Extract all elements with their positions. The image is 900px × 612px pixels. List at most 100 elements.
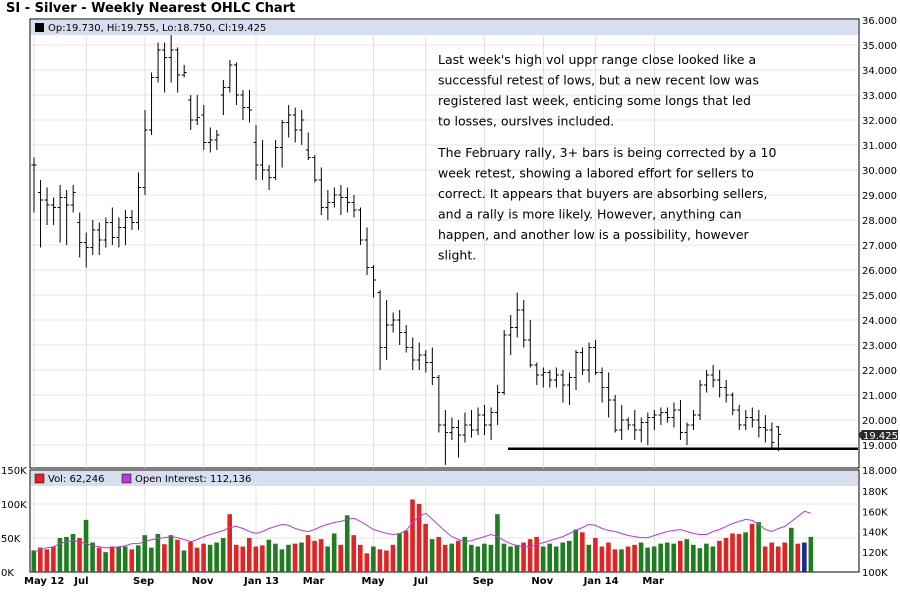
ohlc-bar bbox=[286, 105, 292, 138]
volume-bar bbox=[292, 543, 298, 572]
ohlc-bar bbox=[606, 372, 612, 418]
volume-tick-label: 150K bbox=[1, 466, 27, 477]
volume-bar bbox=[286, 544, 291, 572]
volume-tick-label: 0K bbox=[1, 568, 14, 579]
ohlc-bar bbox=[325, 190, 331, 220]
ohlc-bar bbox=[775, 426, 781, 452]
volume-bar bbox=[475, 546, 481, 572]
volume-bar bbox=[795, 543, 801, 572]
ohlc-bar bbox=[488, 407, 494, 440]
ohlc-bar bbox=[64, 190, 70, 245]
volume-bar bbox=[710, 546, 716, 572]
ohlc-bar bbox=[168, 35, 174, 83]
volume-bar bbox=[51, 546, 56, 572]
volume-bar bbox=[749, 523, 755, 572]
annotation-line: week retest, showing a labored effort fo… bbox=[438, 166, 754, 181]
ohlc-bar bbox=[279, 120, 285, 168]
ohlc-bar bbox=[501, 330, 507, 395]
volume-bar bbox=[691, 544, 696, 572]
volume-bar bbox=[344, 515, 350, 572]
ohlc-bar bbox=[122, 210, 128, 245]
volume-bar bbox=[586, 544, 592, 572]
ohlc-bar bbox=[573, 350, 579, 390]
volume-bar bbox=[175, 539, 180, 572]
x-tick-label: Sep bbox=[133, 576, 154, 587]
volume-bar bbox=[135, 545, 141, 572]
volume-tick-label: 50K bbox=[1, 534, 21, 545]
x-tick-label: Mar bbox=[303, 576, 325, 587]
ohlc-bar bbox=[96, 222, 102, 255]
x-tick-label: Mar bbox=[642, 576, 664, 587]
ohlc-bar bbox=[560, 370, 566, 403]
volume-bar bbox=[508, 546, 513, 572]
volume-bar bbox=[599, 546, 605, 572]
volume-bar bbox=[384, 550, 389, 572]
volume-bar bbox=[188, 541, 193, 572]
volume-bar bbox=[109, 546, 115, 572]
volume-bar bbox=[442, 544, 448, 572]
volume-bar bbox=[560, 542, 566, 572]
ohlc-bar bbox=[671, 402, 677, 428]
chart-title: SI - Silver - Weekly Nearest OHLC Chart bbox=[6, 1, 296, 16]
ohlc-bar bbox=[762, 415, 768, 443]
ohlc-bar bbox=[207, 127, 213, 153]
ohlc-bar bbox=[233, 62, 239, 105]
volume-bar bbox=[390, 544, 396, 572]
ohlc-bar bbox=[299, 110, 305, 145]
ohlc-bar bbox=[260, 140, 266, 180]
ohlc-bar bbox=[632, 410, 638, 440]
volume-bar bbox=[220, 538, 226, 572]
ohlc-bar bbox=[220, 80, 226, 115]
price-tick-label: 18.000 bbox=[862, 466, 897, 477]
ohlc-bar bbox=[723, 380, 729, 403]
volume-bar bbox=[305, 535, 311, 572]
ohlc-bar bbox=[149, 72, 155, 135]
open-interest-line bbox=[33, 510, 812, 553]
ohlc-bar bbox=[416, 342, 422, 370]
volume-bar bbox=[377, 549, 383, 572]
volume-bar bbox=[260, 545, 265, 572]
volume-bar bbox=[207, 544, 213, 572]
price-tick-label: 19.000 bbox=[862, 441, 897, 452]
volume-bar bbox=[423, 523, 428, 572]
volume-bar bbox=[403, 530, 409, 572]
price-tick-label: 25.000 bbox=[862, 291, 897, 302]
ohlc-bar bbox=[423, 350, 429, 373]
volume-bar bbox=[96, 547, 102, 572]
volume-bar bbox=[593, 538, 598, 572]
price-tick-label: 31.000 bbox=[862, 141, 897, 152]
volume-bar bbox=[31, 550, 37, 572]
volume-bar bbox=[462, 536, 468, 572]
ohlc-bar bbox=[44, 187, 50, 225]
ohlc-bar bbox=[540, 367, 546, 388]
annotation-line: successful retest of lows, but a new rec… bbox=[438, 73, 759, 88]
ohlc-bar bbox=[664, 407, 670, 423]
ohlc-bar bbox=[612, 395, 618, 433]
x-tick-label: May bbox=[362, 576, 385, 587]
volume-y-axis: 0K 50K 100K 150K bbox=[1, 466, 27, 579]
volume-bar bbox=[501, 543, 507, 572]
volume-bar bbox=[684, 539, 690, 572]
last-price-box bbox=[858, 430, 898, 440]
ohlc-bar bbox=[135, 172, 141, 230]
volume-bar bbox=[325, 546, 330, 572]
volume-bar bbox=[351, 535, 357, 572]
volume-bar bbox=[664, 542, 670, 572]
ohlc-bar bbox=[475, 407, 481, 435]
volume-bar bbox=[338, 544, 344, 572]
price-tick-label: 28.000 bbox=[862, 216, 897, 227]
volume-bar bbox=[704, 543, 709, 572]
x-axis: May 12 Jul Sep Nov Jan 13 Mar May Jul Sep Nov Jan … bbox=[24, 576, 664, 587]
ohlc-bar bbox=[462, 412, 468, 443]
price-tick-label: 36.000 bbox=[862, 16, 897, 27]
ohlc-readout: Op:19.730, Hi:19.755, Lo:18.750, Cl:19.4… bbox=[48, 23, 266, 34]
ohlc-bar bbox=[625, 417, 631, 430]
ohlc-bar bbox=[547, 370, 553, 388]
volume-bar bbox=[534, 536, 539, 572]
volume-bar bbox=[233, 544, 239, 572]
ohlc-bar bbox=[162, 42, 168, 93]
volume-bar bbox=[142, 535, 148, 572]
volume-bar bbox=[553, 546, 559, 572]
ohlc-bar bbox=[358, 207, 363, 245]
volume-bar bbox=[416, 504, 422, 572]
